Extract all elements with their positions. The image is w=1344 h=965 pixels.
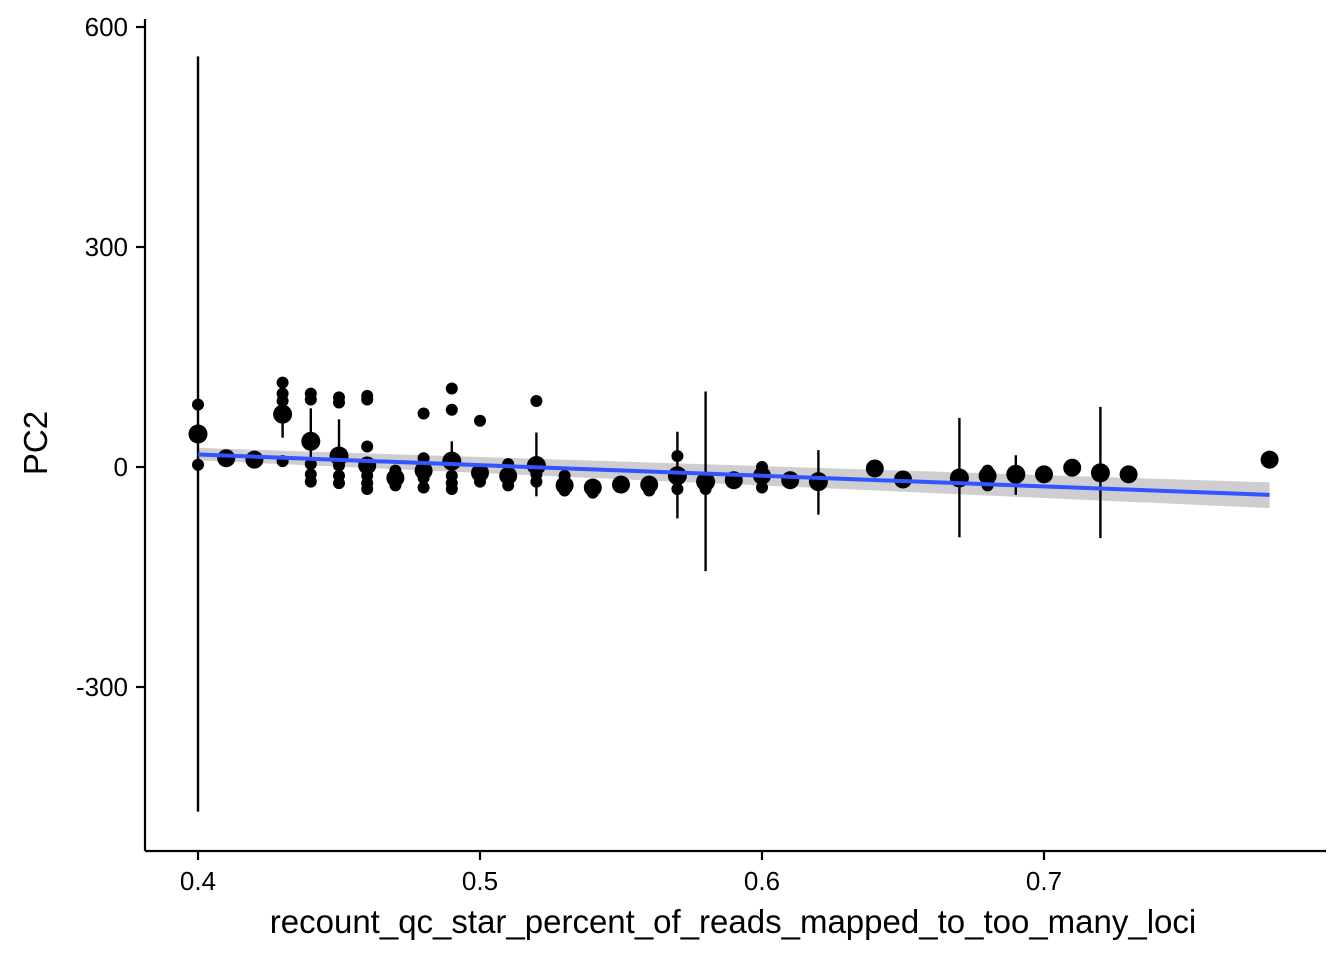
summary-point <box>471 463 489 482</box>
summary-point <box>696 472 716 492</box>
summary-point <box>1260 450 1279 469</box>
summary-point <box>1063 458 1082 477</box>
y-axis-title: PC2 <box>17 411 54 475</box>
data-point <box>361 483 374 495</box>
summary-point <box>386 469 405 487</box>
fit-line-layer <box>197 452 1270 497</box>
summary-point <box>978 466 997 485</box>
summary-point <box>781 471 800 490</box>
summary-point <box>245 450 264 469</box>
data-point <box>361 393 374 406</box>
axes <box>143 19 1326 853</box>
data-point <box>304 475 317 488</box>
data-point <box>333 396 345 409</box>
data-point <box>445 403 458 416</box>
x-tick-label: 0.7 <box>1026 866 1062 896</box>
summary-point <box>217 449 236 468</box>
summary-point <box>188 424 208 444</box>
summary-point <box>329 446 349 466</box>
summary-point <box>1119 465 1138 484</box>
data-point <box>474 414 486 427</box>
x-tick-label: 0.6 <box>744 866 780 896</box>
summary-point <box>414 461 433 480</box>
ticks: 0.4 0.5 0.6 0.7 -300 0 300 600 <box>76 12 1062 896</box>
summary-point <box>1090 463 1110 483</box>
summary-point <box>583 478 602 497</box>
summary-point <box>808 472 828 492</box>
summary-point <box>555 476 574 495</box>
data-point <box>333 477 345 490</box>
pointrange-layer <box>196 56 1102 812</box>
summary-point <box>1035 465 1053 484</box>
y-tick-label: 0 <box>114 452 128 482</box>
data-point <box>671 450 684 462</box>
summary-point <box>667 466 687 486</box>
data-point <box>417 407 430 420</box>
data-point <box>304 458 317 471</box>
y-tick-label: -300 <box>76 672 128 702</box>
y-tick-label: 300 <box>85 232 128 262</box>
data-point <box>304 393 317 406</box>
summary-point <box>442 451 462 471</box>
summary-point <box>301 431 321 451</box>
data-point <box>756 481 768 494</box>
data-point <box>361 440 374 453</box>
x-axis-title: recount_qc_star_percent_of_reads_mapped_… <box>270 903 1196 940</box>
data-point <box>276 376 289 389</box>
summary-point <box>499 466 518 485</box>
x-tick-label: 0.4 <box>180 866 216 896</box>
regression-line <box>197 452 1270 497</box>
data-point <box>445 382 458 395</box>
data-point <box>530 475 543 488</box>
data-point <box>445 483 458 495</box>
data-point <box>671 483 684 495</box>
summary-point <box>273 404 293 424</box>
data-point <box>192 398 204 411</box>
data-point <box>192 458 204 471</box>
summary-point <box>865 459 884 478</box>
data-point <box>276 395 289 407</box>
summary-point <box>640 475 659 494</box>
y-tick-label: 600 <box>85 12 128 42</box>
data-point <box>417 481 430 494</box>
x-tick-label: 0.5 <box>462 866 498 896</box>
summary-point <box>1006 464 1026 484</box>
summary-point <box>612 475 630 494</box>
data-point <box>530 395 543 407</box>
